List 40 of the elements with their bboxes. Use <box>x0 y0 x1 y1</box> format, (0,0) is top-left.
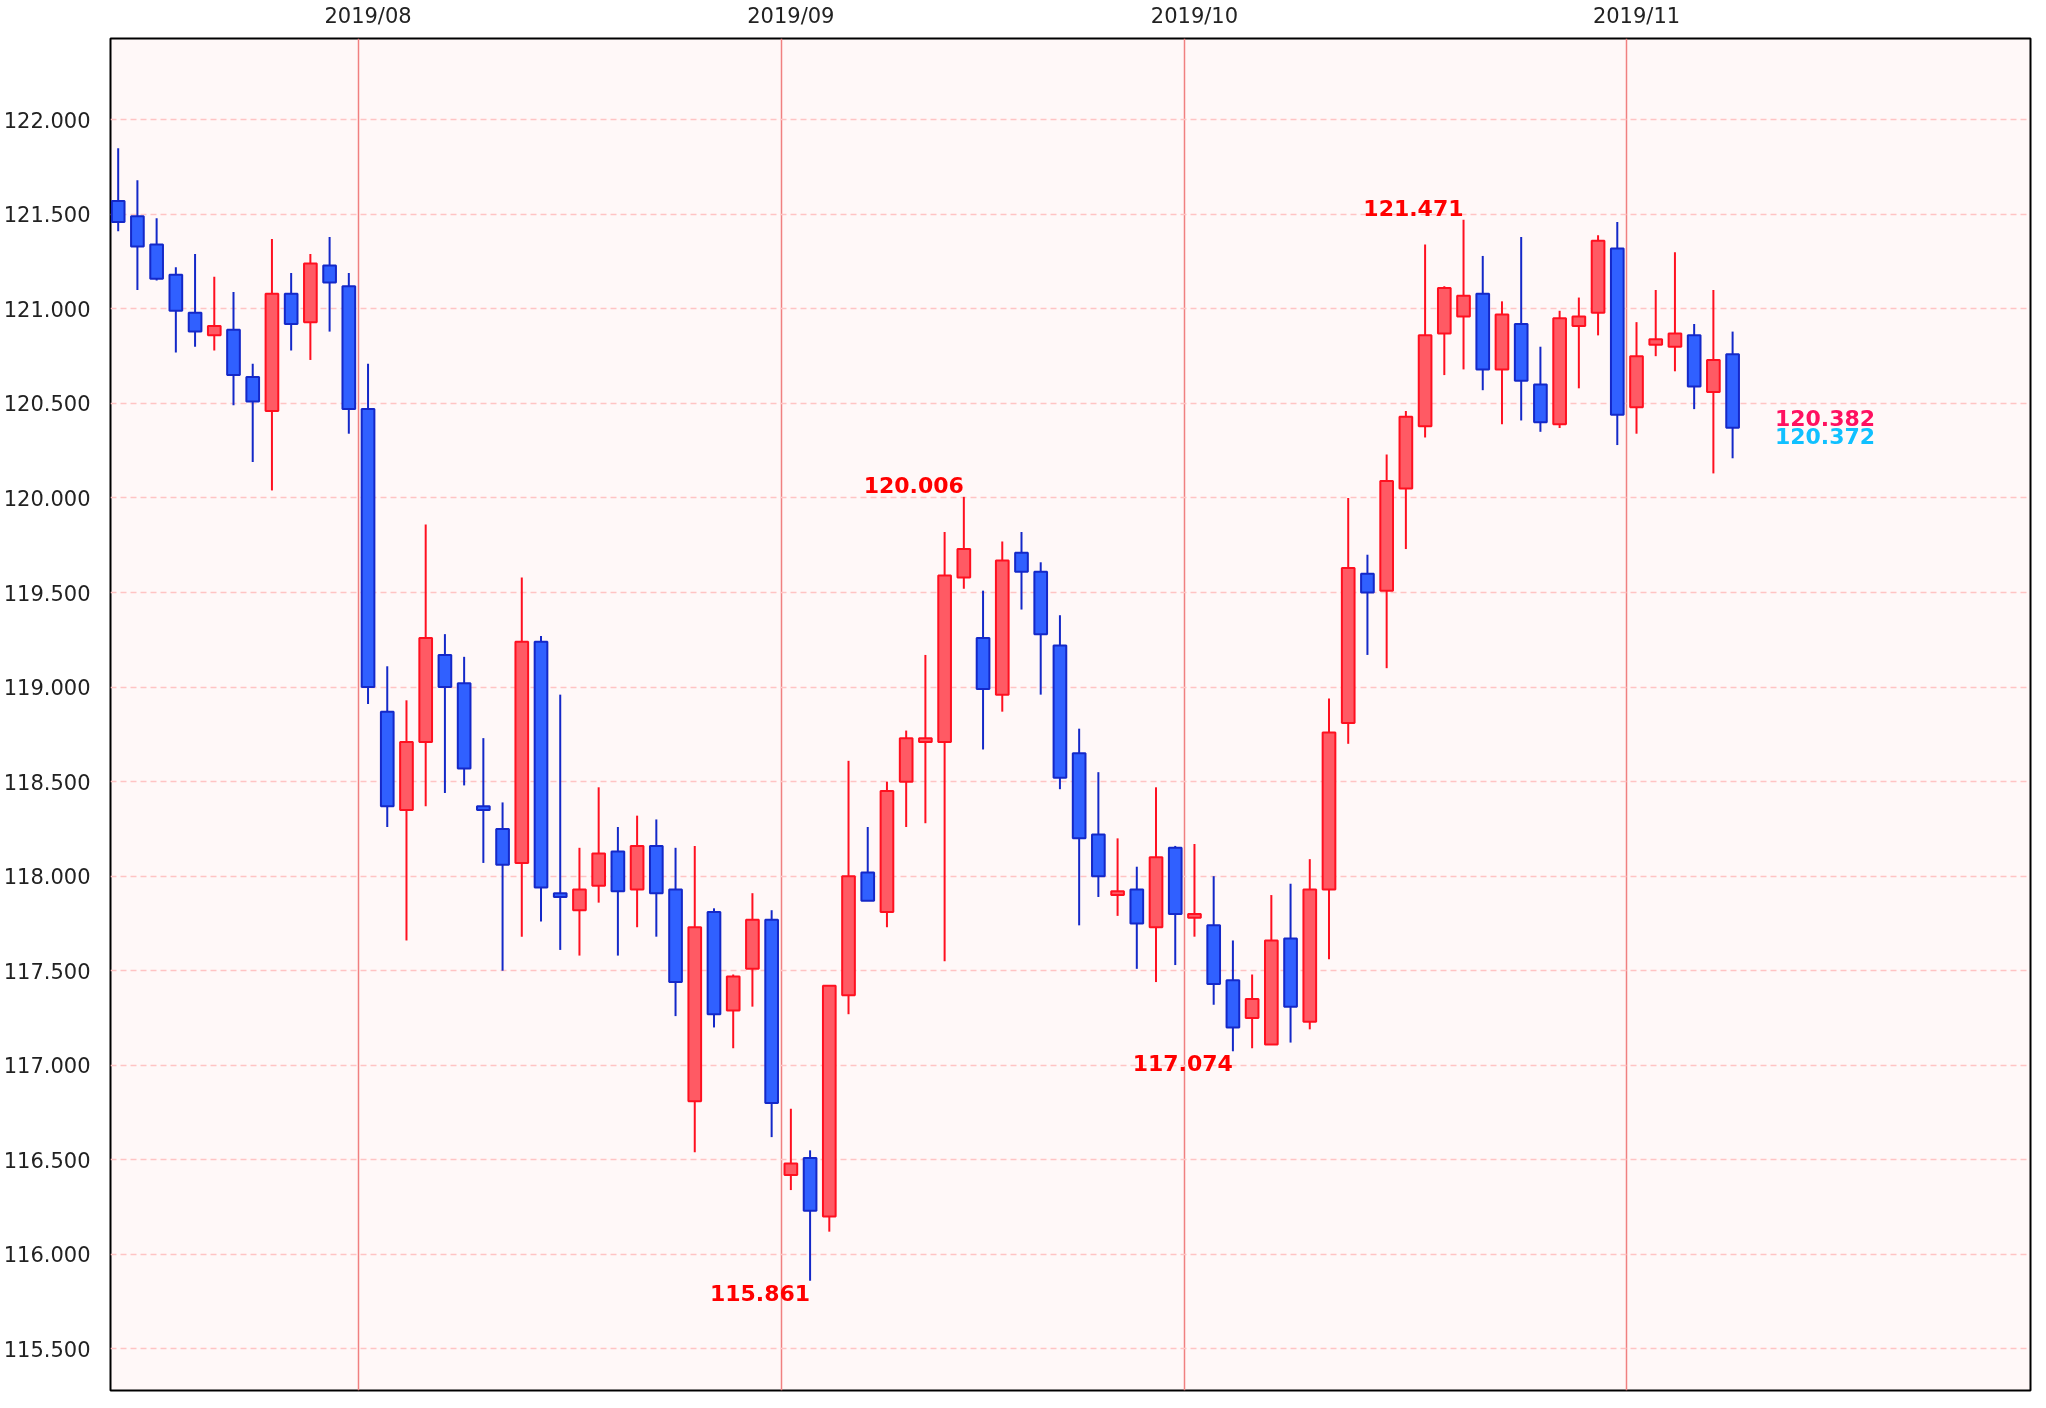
x-tick-label: 2019/10 <box>1150 3 1239 28</box>
y-tick-label: 122.000 <box>3 108 91 133</box>
y-tick-label: 118.000 <box>3 865 91 890</box>
candlestick <box>1014 531 1029 611</box>
annotation: 120.006 <box>863 472 964 498</box>
candlestick <box>187 253 203 348</box>
candlestick <box>1244 973 1260 1050</box>
y-tick-label: 118.500 <box>3 770 91 795</box>
candlestick <box>1360 553 1375 656</box>
candlestick <box>322 236 337 333</box>
y-tick-label: 120.500 <box>3 392 91 417</box>
candlestick <box>783 1107 799 1192</box>
candlestick <box>1648 288 1664 358</box>
annotation: 115.861 <box>709 1280 811 1306</box>
x-tick-label: 2019/09 <box>747 3 835 28</box>
y-tick-label: 119.000 <box>3 676 91 701</box>
candlestick <box>572 846 587 957</box>
y-tick-label: 116.500 <box>3 1148 91 1173</box>
y-tick-label: 117.500 <box>3 959 91 984</box>
candlestick <box>1456 218 1471 371</box>
y-tick-label: 119.500 <box>3 581 91 606</box>
candlestick <box>552 693 568 951</box>
candlestick <box>1110 837 1125 917</box>
candlestick <box>476 737 491 864</box>
y-tick-label: 117.000 <box>3 1054 91 1079</box>
candlestick <box>918 653 933 825</box>
y-tick-label: 116.000 <box>3 1243 91 1268</box>
candlestick <box>1187 843 1202 938</box>
y-tick-label: 115.500 <box>3 1337 91 1362</box>
candlestick <box>110 147 126 233</box>
y-tick-label: 120.000 <box>3 486 91 511</box>
x-tick-label: 2019/08 <box>324 3 412 28</box>
y-tick-label: 121.000 <box>3 297 91 322</box>
candlestick <box>206 275 222 352</box>
annotation: 121.471 <box>1363 195 1464 221</box>
candlestick <box>1667 251 1683 373</box>
x-tick-label: 2019/11 <box>1592 3 1681 28</box>
annotation: 117.074 <box>1132 1051 1233 1077</box>
y-tick-label: 121.500 <box>3 203 91 228</box>
candlestick <box>1571 296 1587 390</box>
